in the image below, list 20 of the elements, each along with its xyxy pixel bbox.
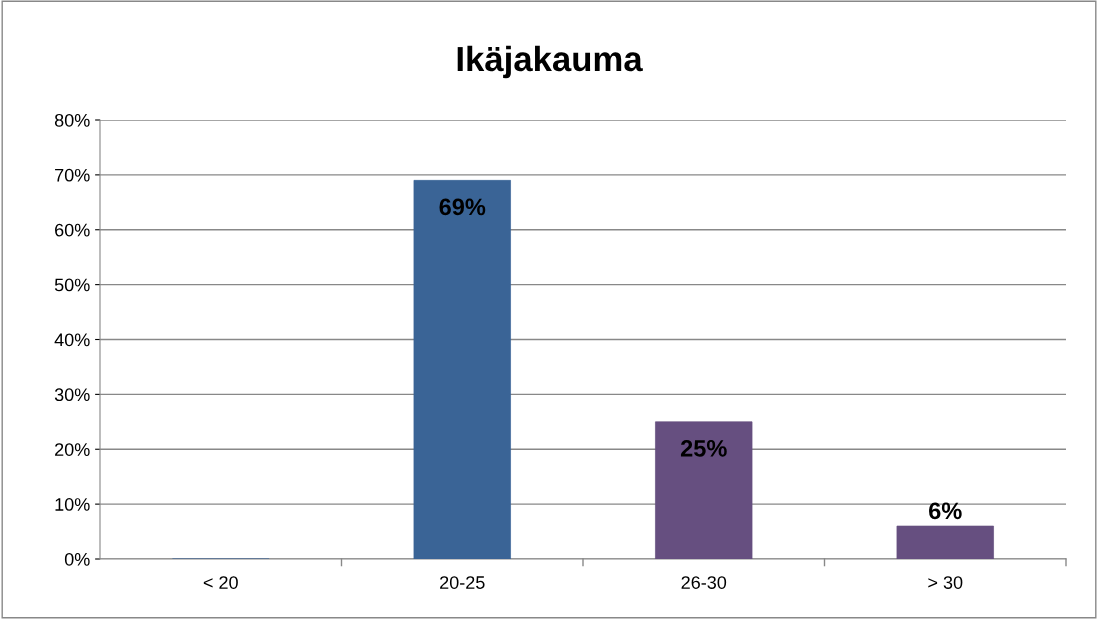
x-tick-label: 20-25 bbox=[440, 576, 485, 589]
data-label: 6% bbox=[929, 502, 962, 520]
bar bbox=[413, 180, 511, 559]
y-tick-label: 50% bbox=[54, 278, 90, 292]
y-tick-label: 30% bbox=[54, 388, 90, 402]
data-label: 69% bbox=[439, 198, 486, 216]
y-tick-label: 0% bbox=[64, 552, 90, 566]
x-tick-label: > 30 bbox=[928, 576, 963, 589]
chart-title: Ikäjakauma bbox=[457, 45, 643, 79]
y-tick-label: 10% bbox=[55, 498, 90, 511]
bar bbox=[655, 421, 753, 559]
y-tick-label: 80% bbox=[54, 113, 90, 127]
y-tick-label: 20% bbox=[55, 443, 90, 456]
y-tick-label: 60% bbox=[55, 223, 90, 237]
y-tick-label: 40% bbox=[54, 333, 90, 347]
data-label: 25% bbox=[680, 440, 727, 457]
x-tick-label: 26-30 bbox=[681, 576, 727, 589]
bar bbox=[896, 525, 994, 559]
x-tick-label: < 20 bbox=[203, 576, 238, 589]
y-tick-label: 70% bbox=[55, 168, 90, 182]
